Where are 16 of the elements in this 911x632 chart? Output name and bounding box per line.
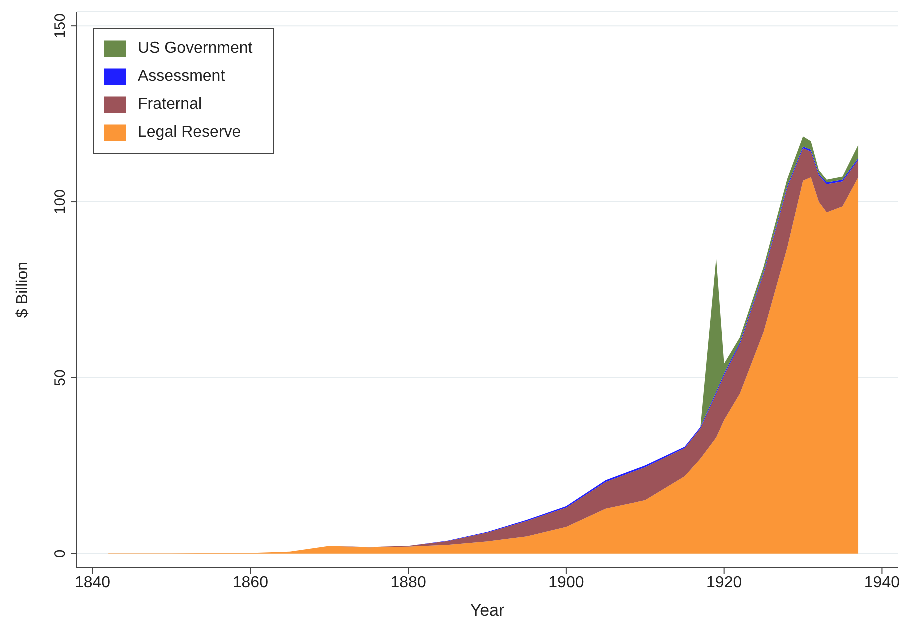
x-tick-label: 1880 [390,574,426,592]
x-axis-title: Year [470,601,506,620]
x-tick-label: 1900 [548,574,584,592]
x-tick-label: 1920 [706,574,742,592]
legend-label: US Government [138,40,253,57]
y-tick-label: 150 [52,14,69,39]
y-tick-label: 100 [52,190,69,215]
x-tick-label: 1840 [74,574,111,592]
y-axis-title: $ Billion [14,262,32,318]
legend-label: Fraternal [138,96,202,113]
y-tick-label: 50 [52,370,69,386]
legend-label: Legal Reserve [138,124,242,141]
x-tick-label: 1860 [232,574,269,592]
legend-label: Assessment [138,68,226,85]
x-tick-label: 1940 [864,574,900,592]
y-tick-label: 0 [52,550,69,558]
